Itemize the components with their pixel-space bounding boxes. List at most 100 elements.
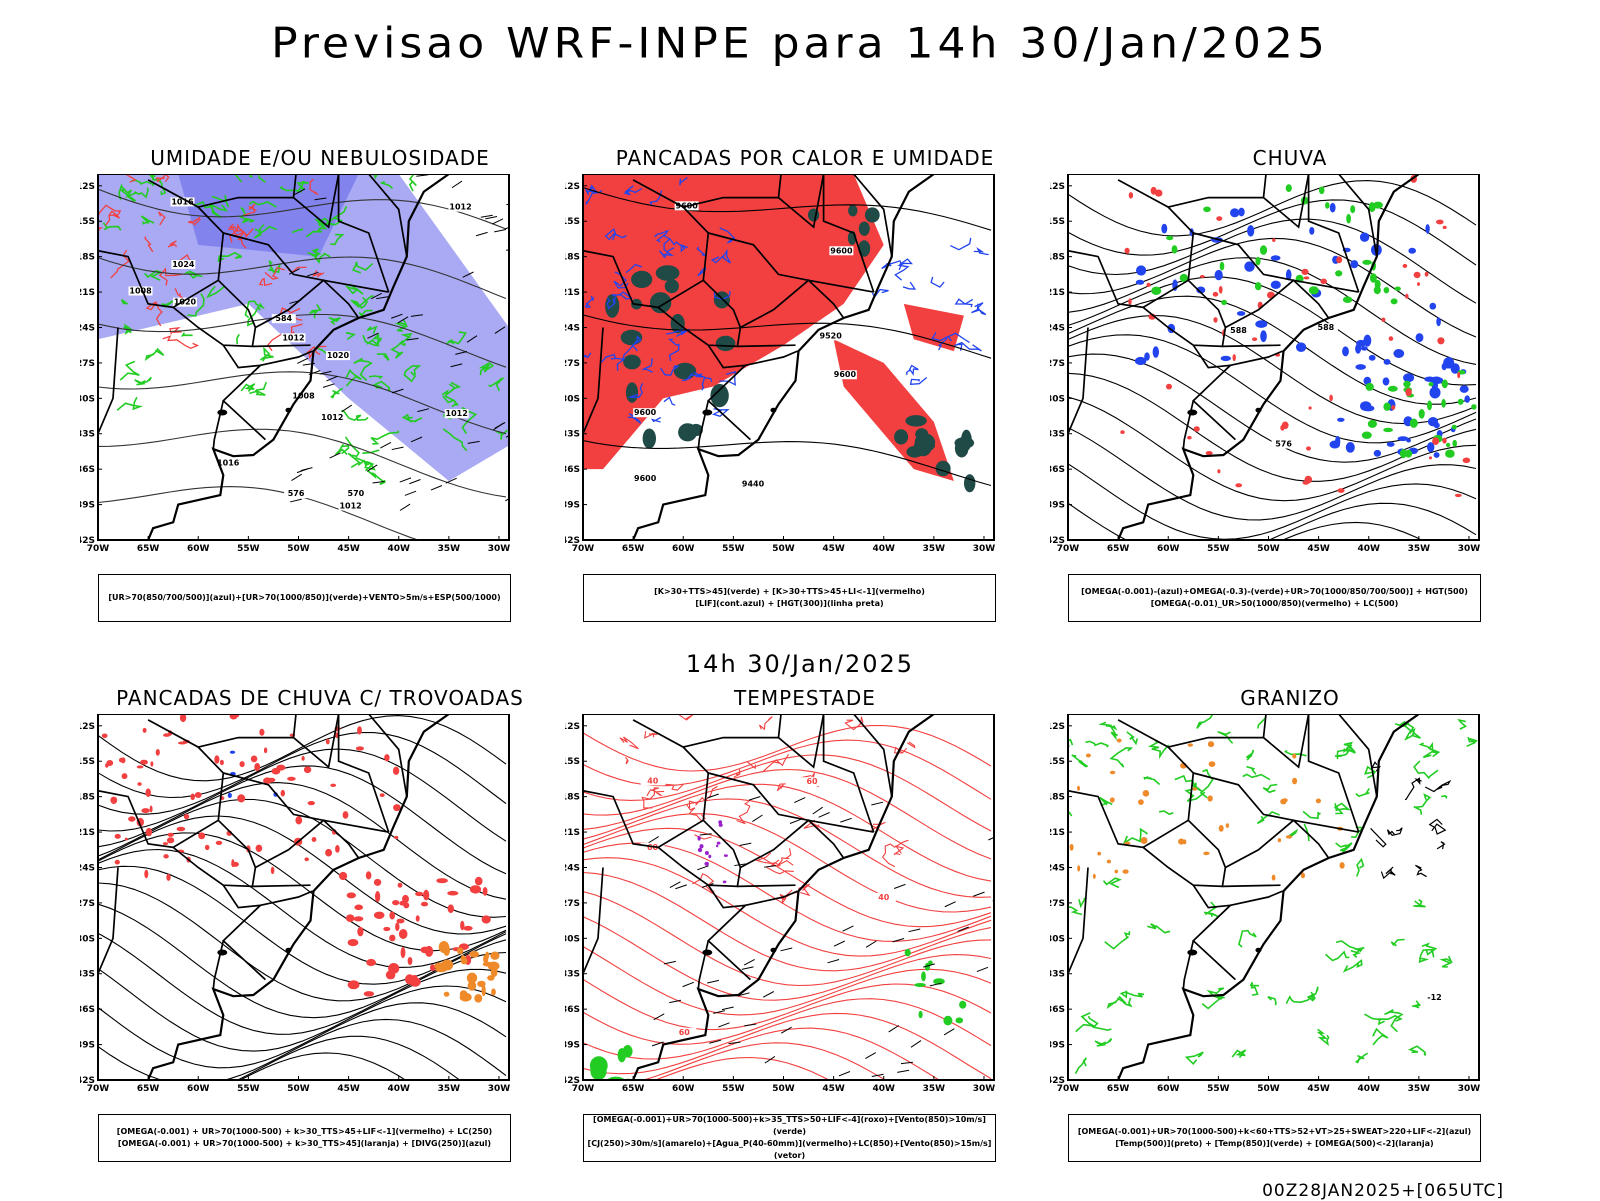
temp850-contour (1413, 900, 1425, 907)
legend-line: [UR>70(850/700/500)](azul)+[UR>70(1000/8… (108, 592, 500, 604)
hgt500-contour (1068, 464, 1476, 540)
lat-tick-label: 30S (80, 934, 95, 944)
omega-red-area (1303, 481, 1310, 485)
omega-blue-area (1296, 342, 1306, 352)
storm-purple-area (724, 854, 728, 857)
lon-tick-label: 35W (438, 544, 461, 554)
lat-tick-label: 24S (1050, 863, 1065, 873)
lon-tick-label: 60W (1157, 1084, 1180, 1094)
temp850-contour (1365, 1014, 1382, 1020)
temp850-contour (1247, 750, 1254, 760)
omega-green-area (1384, 287, 1390, 293)
omega-red-area (1483, 453, 1486, 460)
storm-red-area (198, 832, 205, 839)
omega-blue-area (1260, 330, 1267, 342)
forecast-time-label: 14h 30/Jan/2025 (0, 650, 1600, 678)
omega500-orange-area (1115, 870, 1119, 874)
omega-red-area (1187, 436, 1192, 440)
lake-mark (217, 949, 227, 955)
instability-green-area (936, 461, 951, 476)
omega-green-area (1335, 270, 1342, 276)
lat-tick-label: 18S (80, 253, 95, 263)
lon-tick-label: 60W (187, 544, 210, 554)
storm-red-area (264, 747, 267, 753)
wind-vector (977, 967, 988, 971)
instability-green-area (623, 355, 641, 370)
contour-label: 60 (679, 1028, 691, 1037)
temp850-contour (1263, 785, 1277, 793)
omega-red-area (1403, 264, 1408, 268)
temp850-contour (1335, 803, 1349, 813)
wind850-green-area (959, 1001, 966, 1009)
state-border (1230, 891, 1282, 905)
storm-red-area (216, 841, 223, 845)
lon-tick-label: 70W (572, 1084, 595, 1094)
storm-red-area (366, 871, 372, 879)
omega-green-area (1395, 287, 1401, 291)
storm-red-area (128, 816, 135, 821)
omega500-orange-area (1077, 786, 1080, 791)
panel-tempestade: TEMPESTADE 604060406012S15S18S21S24S27S3… (565, 686, 1045, 1186)
storm-red-area (263, 777, 272, 783)
lat-tick-label: 27S (80, 899, 95, 909)
instability-red-area (834, 339, 954, 481)
omega-blue-area (1355, 364, 1366, 370)
lat-tick-label: 18S (565, 793, 580, 803)
rh-low-contour (183, 333, 193, 336)
omega500-orange-area (1272, 875, 1276, 881)
omega500-orange-area (1117, 739, 1122, 743)
omega500-orange-area (1292, 754, 1296, 759)
state-border (223, 773, 388, 832)
omega500-orange-area (1340, 862, 1345, 869)
lat-tick-label: 18S (1050, 793, 1065, 803)
instability-green-area (716, 336, 736, 351)
storm-red-area (205, 845, 210, 850)
streamline-250 (98, 799, 506, 917)
rh-low-contour (237, 334, 239, 344)
storm-purple-area (708, 855, 711, 859)
omega-red-area (1405, 294, 1408, 299)
omega-green-area (1452, 440, 1457, 447)
lat-tick-label: 21S (1050, 828, 1065, 838)
omega-blue-area (1238, 208, 1244, 217)
instability-green-area (914, 439, 935, 451)
contour-label: 9600 (834, 370, 857, 379)
omega-red-area (1506, 188, 1513, 192)
wind-vector (740, 843, 752, 845)
lat-tick-label: 21S (1050, 288, 1065, 298)
temp850-contour (1108, 997, 1126, 1007)
storm-red-area (366, 959, 376, 966)
storm-red-area (403, 902, 409, 908)
lon-tick-label: 35W (438, 1084, 461, 1094)
lon-tick-label: 45W (1307, 1084, 1330, 1094)
wind850-green-area (914, 983, 926, 987)
storm-red-area (167, 837, 174, 843)
lon-tick-label: 50W (287, 1084, 310, 1094)
lat-tick-label: 36S (1050, 1005, 1065, 1015)
lat-tick-label: 21S (565, 288, 580, 298)
streamline-250 (98, 816, 506, 934)
legend-box: [OMEGA(-0.001)-(azul)+OMEGA(-0.3)-(verde… (1068, 574, 1481, 622)
state-border (252, 885, 310, 886)
storm-red-area (105, 763, 108, 767)
temp850-contour (1076, 1058, 1087, 1074)
divg-blue-area (228, 793, 232, 798)
lon-tick-label: 65W (137, 1084, 160, 1094)
omega-green-area (1255, 257, 1260, 266)
omega500-orange-area (1141, 837, 1148, 844)
omega-green-area (1446, 443, 1450, 447)
lif-contour (652, 418, 660, 423)
storm-orange-area (487, 975, 494, 981)
legend-line: [OMEGA(-0.001) + UR>70(1000-500) + k>30_… (118, 1138, 491, 1150)
omega-green-area (1325, 202, 1330, 209)
omega-blue-area (1221, 356, 1231, 361)
legend-line: [CJ(250)>30m/s](amarelo)+[Agua_P(40-60mm… (584, 1138, 995, 1162)
storm-red-area (240, 761, 245, 767)
wind-vector (707, 794, 718, 798)
storm-red-area (195, 792, 202, 798)
lat-tick-label: 24S (565, 863, 580, 873)
state-border (1309, 174, 1359, 292)
storm-orange-area (467, 973, 477, 984)
omega-red-area (1337, 488, 1344, 493)
omega-green-area (1319, 187, 1325, 195)
